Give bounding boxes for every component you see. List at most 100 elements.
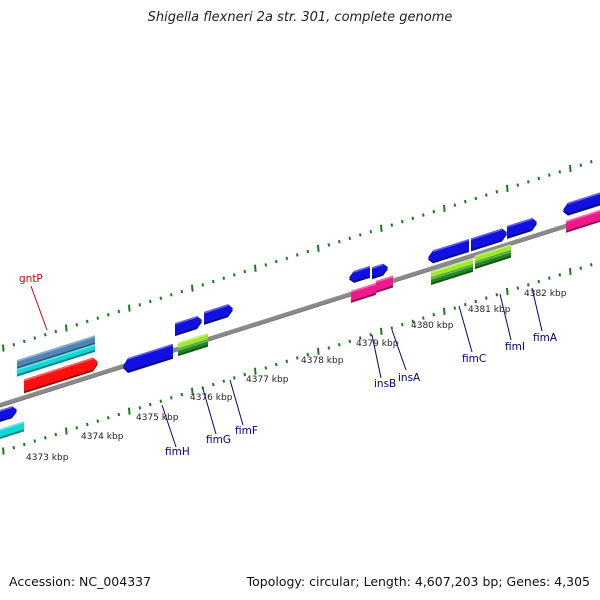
blue-cds-edge-highlight xyxy=(0,406,13,412)
cyan-feature-edge xyxy=(0,421,25,439)
gene-label-fimC: fimC xyxy=(462,353,486,365)
green-feature-fimI-body xyxy=(475,250,511,268)
lower-tick xyxy=(369,332,373,337)
blue-cds-fimG-highlight xyxy=(174,316,198,325)
upper-tick xyxy=(317,244,320,252)
lower-tick xyxy=(33,439,37,443)
lower-tick xyxy=(495,293,499,297)
cyan-feature-edge-body xyxy=(0,421,24,437)
magenta-feature-edge-right-highlight xyxy=(565,210,600,223)
lower-tick xyxy=(107,416,110,420)
red-feature-highlight xyxy=(23,357,94,382)
lower-tick xyxy=(96,419,100,423)
upper-tick xyxy=(128,304,131,312)
cyan-feature-body xyxy=(17,343,95,375)
lower-tick xyxy=(285,359,289,363)
upper-tick xyxy=(401,219,404,224)
upper-tick xyxy=(453,203,457,207)
gene-label-insA: insA xyxy=(398,372,421,384)
upper-tick xyxy=(23,339,26,344)
leader-gntP xyxy=(30,285,48,331)
gene-label-fimI: fimI xyxy=(505,341,525,353)
upper-tick xyxy=(590,160,593,164)
cyan-feature-highlight xyxy=(16,344,96,371)
lime-feature-body xyxy=(178,333,208,349)
upper-tick xyxy=(275,259,278,264)
upper-tick xyxy=(380,224,383,232)
upper-tick xyxy=(212,279,215,284)
upper-tick xyxy=(254,264,257,272)
lower-tick xyxy=(233,376,236,380)
upper-tick xyxy=(495,190,499,194)
lime-feature-fimI xyxy=(474,244,512,264)
upper-tick xyxy=(222,276,226,280)
blue-cds-fimI-highlight xyxy=(470,228,503,241)
lower-tick xyxy=(380,327,383,335)
lower-tick xyxy=(569,267,572,276)
blue-cds-fimF-body xyxy=(204,304,233,323)
lower-tick xyxy=(296,356,299,360)
blue-cds-edge-right xyxy=(563,192,600,216)
upper-tick xyxy=(285,256,289,260)
gene-label-fimH: fimH xyxy=(165,446,190,458)
lower-tick xyxy=(516,286,520,290)
lower-tick xyxy=(191,387,194,395)
tick-label: 4373 kbp xyxy=(26,453,69,463)
green-feature-fimI-highlight xyxy=(474,250,512,264)
upper-tick xyxy=(44,333,47,337)
leader-fimG xyxy=(202,388,217,435)
blue-cds-edge-body xyxy=(0,406,17,420)
tick-label: 4378 kbp xyxy=(301,356,344,366)
green-feature xyxy=(177,339,209,357)
lower-tick xyxy=(149,402,152,407)
lower-tick xyxy=(359,336,362,340)
blue-cds-fimH xyxy=(123,343,174,373)
lower-tick xyxy=(138,406,142,410)
lower-tick xyxy=(537,279,541,284)
lower-tick xyxy=(453,306,457,310)
lower-tick xyxy=(464,303,467,307)
magenta-feature-insB xyxy=(350,282,377,303)
green-feature-highlight xyxy=(177,339,209,351)
upper-tick xyxy=(12,343,16,347)
blue-cds-edge xyxy=(0,406,17,422)
blue-cds-edge-right-highlight xyxy=(567,192,600,205)
upper-tick xyxy=(264,263,268,267)
blue-cds-insA xyxy=(371,263,388,280)
tick-marks xyxy=(2,160,593,455)
upper-tick xyxy=(149,299,152,304)
green-feature-fimC xyxy=(430,264,474,286)
lower-tick xyxy=(86,422,89,427)
gene-label-insB: insB xyxy=(374,378,396,390)
upper-tick xyxy=(65,324,68,332)
feature-tracks xyxy=(0,192,600,439)
leader-fimF xyxy=(229,379,244,426)
tick-label: 4380 kbp xyxy=(411,321,454,331)
upper-tick xyxy=(327,243,331,247)
upper-tick xyxy=(432,210,436,214)
tick-label: 4376 kbp xyxy=(190,393,233,403)
blue-cds-fimA-highlight xyxy=(506,218,533,228)
lower-tick xyxy=(548,276,551,280)
blue-cds-fimF xyxy=(203,304,233,325)
backbone-line xyxy=(0,213,600,407)
tick-label: 4377 kbp xyxy=(246,375,289,385)
blue-cds-insB-highlight xyxy=(353,266,371,273)
lower-tick xyxy=(317,347,320,355)
leader-fimH xyxy=(161,404,177,448)
red-feature xyxy=(23,357,98,394)
leader-insB xyxy=(371,334,382,379)
lower-tick xyxy=(180,392,184,397)
upper-tick xyxy=(369,229,373,234)
upper-tick xyxy=(390,223,394,227)
upper-tick xyxy=(422,213,425,217)
magenta-feature-edge-right xyxy=(565,209,600,233)
lower-tick xyxy=(170,396,173,400)
blue-cds-fimH-body xyxy=(123,343,173,371)
lower-tick xyxy=(590,263,593,267)
upper-tick xyxy=(191,284,194,292)
upper-tick xyxy=(359,233,362,237)
upper-tick xyxy=(411,216,415,221)
upper-tick xyxy=(201,283,205,287)
steel-blue-feature-highlight xyxy=(16,335,96,362)
